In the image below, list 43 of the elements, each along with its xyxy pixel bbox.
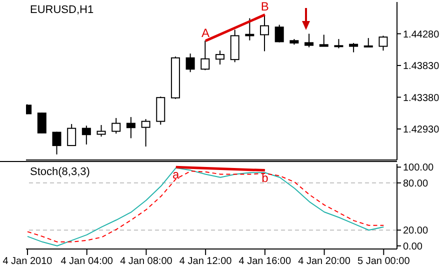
candlestick	[186, 53, 195, 73]
candlestick	[200, 40, 210, 71]
candlestick	[230, 29, 240, 63]
candlestick	[96, 124, 106, 138]
candlestick	[82, 125, 91, 145]
annotation: B	[260, 0, 269, 14]
x-tick-label: 4 Jan 12:00	[179, 256, 232, 268]
x-tick-label: 4 Jan 04:00	[60, 256, 114, 268]
x-tick-label: 4 Jan 08:00	[120, 256, 173, 268]
candlestick	[349, 42, 358, 53]
y-tick-label: 80.00	[403, 178, 428, 190]
candlestick	[112, 118, 121, 134]
candlestick	[52, 131, 62, 155]
y-tick-label: 100.00	[403, 162, 434, 174]
x-tick-label: 5 Jan 00:00	[358, 256, 410, 268]
candlestick	[245, 18, 254, 41]
candlestick	[67, 124, 76, 146]
candlestick	[274, 24, 284, 43]
candlestick	[126, 116, 136, 139]
x-tick-label: 4 Jan 20:00	[298, 256, 351, 268]
chart-title: EURUSD,H1	[30, 4, 94, 16]
annotation: b	[262, 170, 269, 185]
annotation: a	[172, 168, 180, 182]
candlestick	[304, 33, 314, 48]
chart-title: Stoch(8,3,3)	[30, 166, 90, 178]
candlestick	[334, 38, 344, 49]
y-tick-label: 1.42930	[403, 124, 440, 136]
candlestick	[37, 112, 46, 134]
candlestick	[141, 118, 150, 148]
y-tick-label: 0.00	[403, 241, 423, 252]
candlestick	[260, 14, 270, 52]
candlestick	[364, 38, 373, 48]
x-tick-label: 4 Jan 2010	[2, 256, 53, 268]
y-tick-label: 1.43380	[403, 92, 440, 104]
candlestick	[156, 96, 166, 126]
annotation: A	[202, 26, 210, 40]
y-tick-label: 1.44280	[403, 29, 440, 40]
y-tick-label: 1.43830	[403, 61, 440, 72]
candlestick	[215, 50, 224, 65]
x-tick-label: 4 Jan 16:00	[238, 256, 292, 268]
candlestick	[319, 34, 328, 47]
candlestick	[378, 35, 388, 52]
y-tick-label: 20.00	[403, 226, 428, 237]
